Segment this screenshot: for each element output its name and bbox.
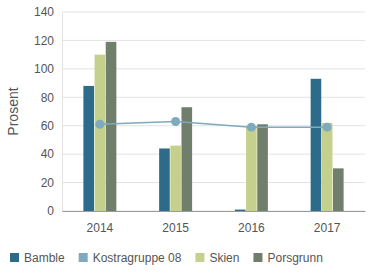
line-marker <box>95 120 104 129</box>
legend-swatch <box>195 253 204 262</box>
bar <box>235 210 246 211</box>
y-tick: 0 <box>47 204 62 218</box>
y-tick: 120 <box>34 34 62 48</box>
bar <box>257 124 268 211</box>
y-tick-label: 140 <box>34 5 54 19</box>
line <box>100 121 327 127</box>
grid <box>62 12 365 211</box>
plot-area <box>83 42 343 211</box>
legend-item: Skien <box>195 251 239 265</box>
legend-swatch <box>10 253 19 262</box>
y-tick: 140 <box>34 5 62 19</box>
bar <box>246 126 257 211</box>
x-axis-line <box>63 211 366 212</box>
line-marker <box>171 117 180 126</box>
y-tick-label: 20 <box>41 176 55 190</box>
x-tick-label: 2014 <box>87 221 114 235</box>
legend-swatch <box>253 253 262 262</box>
y-tick-label: 100 <box>34 62 54 76</box>
bar <box>106 42 117 211</box>
legend-item: Kostragruppe 08 <box>79 251 182 265</box>
y-tick: 80 <box>41 91 62 105</box>
x-tick-label: 2016 <box>238 221 265 235</box>
bar <box>322 123 333 211</box>
grid-line <box>62 40 365 41</box>
legend-label: Skien <box>209 251 239 265</box>
y-axis: 0 20 40 60 80 100 120 140 <box>34 5 63 218</box>
y-tick-label: 80 <box>41 91 55 105</box>
bar <box>333 168 344 211</box>
bar <box>311 79 322 211</box>
line-marker <box>323 123 332 132</box>
legend-item: Porsgrunn <box>253 251 322 265</box>
bar <box>159 148 170 211</box>
y-tick-label: 0 <box>47 204 54 218</box>
bar <box>170 146 181 211</box>
grid-line <box>62 12 365 13</box>
x-axis: 2014 2015 2016 2017 <box>63 211 366 235</box>
x-tick: 2016 <box>238 211 265 235</box>
legend-label: Bamble <box>24 251 65 265</box>
legend-label: Porsgrunn <box>267 251 322 265</box>
legend: Bamble Kostragruppe 08 Skien Porsgrunn <box>10 251 323 265</box>
x-tick: 2017 <box>314 211 341 235</box>
y-tick: 20 <box>41 176 62 190</box>
x-tick-label: 2017 <box>314 221 341 235</box>
y-tick-label: 120 <box>34 34 54 48</box>
y-tick: 100 <box>34 62 62 76</box>
y-tick-label: 40 <box>41 147 55 161</box>
x-tick: 2014 <box>87 211 114 235</box>
x-tick-label: 2015 <box>162 221 189 235</box>
legend-item: Bamble <box>10 251 65 265</box>
legend-swatch <box>79 253 88 262</box>
y-axis-title: Prosent <box>5 87 21 135</box>
y-tick: 40 <box>41 147 62 161</box>
legend-label: Kostragruppe 08 <box>93 251 182 265</box>
y-tick-label: 60 <box>41 119 55 133</box>
x-tick: 2015 <box>162 211 189 235</box>
chart: 020406080100120140Prosent201420152016201… <box>0 0 369 280</box>
bar <box>95 55 106 211</box>
y-axis-line <box>62 13 63 212</box>
line-marker <box>247 123 256 132</box>
bar <box>83 86 94 211</box>
y-tick: 60 <box>41 119 62 133</box>
